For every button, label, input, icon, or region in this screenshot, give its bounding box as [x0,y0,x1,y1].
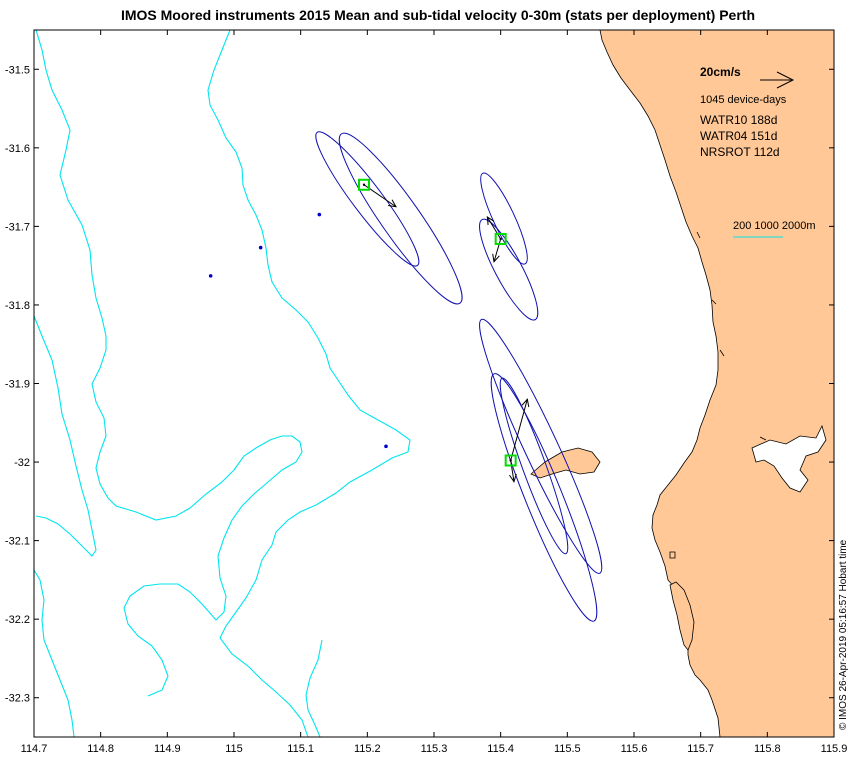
x-tick-label: 115.9 [821,743,848,755]
mooring-point [317,212,322,217]
variance-ellipse [499,377,569,555]
x-tick-label: 115.2 [354,743,381,755]
isobath-1000 [35,30,303,697]
x-tick-label: 115.3 [421,743,448,755]
x-tick-label: 114.8 [87,743,114,755]
legend: 20cm/s 1045 device-days WATR10 188d WATR… [700,65,816,238]
plot-area [34,30,834,737]
y-tick-label: -32.2 [5,614,30,626]
islet-1 [669,551,676,559]
islet-2 [696,231,767,441]
legend-device-days: 1045 device-days [700,94,787,106]
y-tick-label: -31.5 [5,64,30,76]
variance-ellipse [338,132,463,305]
mooring-markers [358,178,517,467]
isobath-2000 [34,315,97,557]
x-tick-label: 115 [225,743,243,755]
x-tick-label: 115.5 [554,743,581,755]
velocity-arrow-head [492,253,500,263]
velocity-arrow [510,460,515,482]
variance-ellipse [315,131,420,267]
legend-entry-2: WATR04 151d [700,129,777,143]
legend-entry-3: NRSROT 112d [700,145,780,159]
x-tick-label: 115.7 [687,743,714,755]
mooring-point [384,444,388,449]
isobath-shelf [207,30,411,737]
y-tick-label: -31.9 [5,379,30,391]
x-tick-label: 115.8 [754,743,781,755]
y-axis: -31.5 -31.6 -31.7 -31.8 -31.9 -32 -32.1 -32.2 -3… [5,64,834,705]
velocity-arrows [363,184,530,483]
timestamp-stamp: © IMOS 26-Apr-2019 05:16:57 Hobart time [838,539,849,730]
variance-ellipse [490,373,598,622]
mooring-marker-nrsrot [504,454,517,467]
velocity-arrow [510,399,528,461]
mooring-marker-watr10 [358,178,370,191]
y-tick-label: -31.6 [5,143,30,155]
x-tick-label: 115.1 [287,743,314,755]
variance-ellipse [480,172,528,265]
y-tick-label: -31.8 [5,300,30,312]
x-tick-label: 114.7 [21,743,48,755]
mooring-center-dot [509,459,512,462]
x-tick-label: 115.6 [621,743,648,755]
y-tick-label: -32.1 [5,536,30,548]
mooring-marker-watr04 [494,232,507,245]
garden-island [669,581,695,651]
velocity-arrow-head [486,215,495,225]
variance-ellipse [479,318,603,574]
velocity-arrow [486,216,502,240]
estuary [751,424,827,493]
mooring-center-dot [362,183,366,186]
land-mainland [599,30,834,737]
velocity-arrow-head [388,199,397,208]
mooring-points [208,212,388,449]
variance-ellipses [315,131,603,622]
isobath-2000-b [34,569,75,737]
chart-title: IMOS Moored instruments 2015 Mean and su… [121,7,755,23]
mooring-center-dot [499,237,502,241]
y-tick-label: -31.7 [5,221,30,233]
velocity-arrow-head [521,398,530,408]
legend-scale-label: 20cm/s [700,65,741,79]
x-tick-label: 114.9 [154,743,181,755]
y-tick-label: -32 [14,457,30,469]
velocity-arrow [493,238,502,262]
legend-isobath-label: 200 1000 2000m [733,220,816,232]
variance-ellipse [479,218,539,321]
legend-scale-arrow [760,71,795,89]
legend-entry-1: WATR10 188d [700,113,777,127]
x-axis: 114.7 114.8 114.9 115 115.1 115.2 115.3 115.4 11… [21,30,848,755]
mooring-point [258,245,263,250]
y-tick-label: -32.3 [5,693,30,705]
x-tick-label: 115.4 [487,743,514,755]
isobaths [34,30,411,737]
isobath-200-inner [305,639,323,737]
velocity-arrow-head [509,473,517,483]
mooring-point [208,274,213,278]
